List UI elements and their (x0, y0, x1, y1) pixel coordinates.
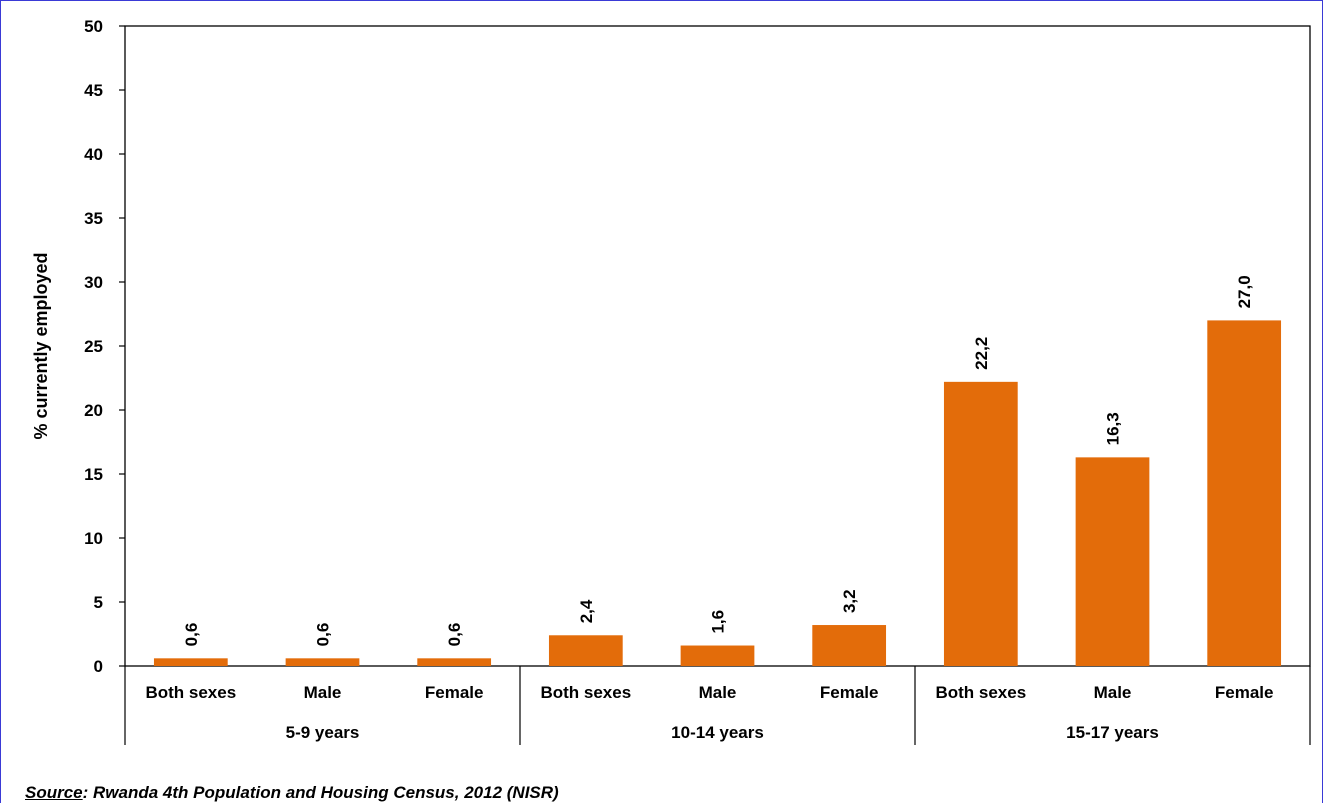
y-tick-label: 15 (84, 465, 103, 484)
y-tick-label: 25 (84, 337, 103, 356)
category-label: Male (1094, 683, 1132, 702)
y-tick-label: 30 (84, 273, 103, 292)
bar (812, 625, 887, 666)
y-tick-label: 35 (84, 209, 103, 228)
source-prefix: Source (25, 783, 83, 802)
bar (153, 658, 228, 666)
bar-value-label: 2,4 (577, 599, 596, 623)
source-note: Source: Rwanda 4th Population and Housin… (25, 783, 559, 803)
bar-value-label: 1,6 (709, 610, 728, 634)
category-label: Both sexes (145, 683, 236, 702)
bar (417, 658, 492, 666)
y-tick-label: 45 (84, 81, 103, 100)
group-label: 15-17 years (1066, 723, 1159, 742)
y-tick-label: 5 (94, 593, 103, 612)
category-label: Both sexes (935, 683, 1026, 702)
bar (680, 645, 755, 666)
source-text: : Rwanda 4th Population and Housing Cens… (82, 783, 559, 802)
bar-value-label: 0,6 (445, 623, 464, 647)
bar-value-label: 16,3 (1104, 412, 1123, 445)
category-label: Male (699, 683, 737, 702)
y-tick-label: 20 (84, 401, 103, 420)
category-label: Both sexes (540, 683, 631, 702)
bar-value-label: 22,2 (972, 337, 991, 370)
y-tick-label: 10 (84, 529, 103, 548)
group-label: 10-14 years (671, 723, 764, 742)
bar-value-label: 0,6 (314, 623, 333, 647)
y-tick-label: 50 (84, 17, 103, 36)
bar (548, 635, 623, 666)
bar (1075, 457, 1150, 666)
bar (1207, 320, 1282, 666)
bar-value-label: 0,6 (182, 623, 201, 647)
bar-value-label: 27,0 (1235, 275, 1254, 308)
category-label: Female (425, 683, 484, 702)
category-label: Male (304, 683, 342, 702)
y-axis-title: % currently employed (31, 252, 51, 439)
bar-value-label: 3,2 (840, 589, 859, 613)
category-label: Female (1215, 683, 1274, 702)
group-label: 5-9 years (286, 723, 360, 742)
bar (285, 658, 360, 666)
y-tick-label: 40 (84, 145, 103, 164)
category-label: Female (820, 683, 879, 702)
y-tick-label: 0 (94, 657, 103, 676)
bar (943, 381, 1018, 666)
